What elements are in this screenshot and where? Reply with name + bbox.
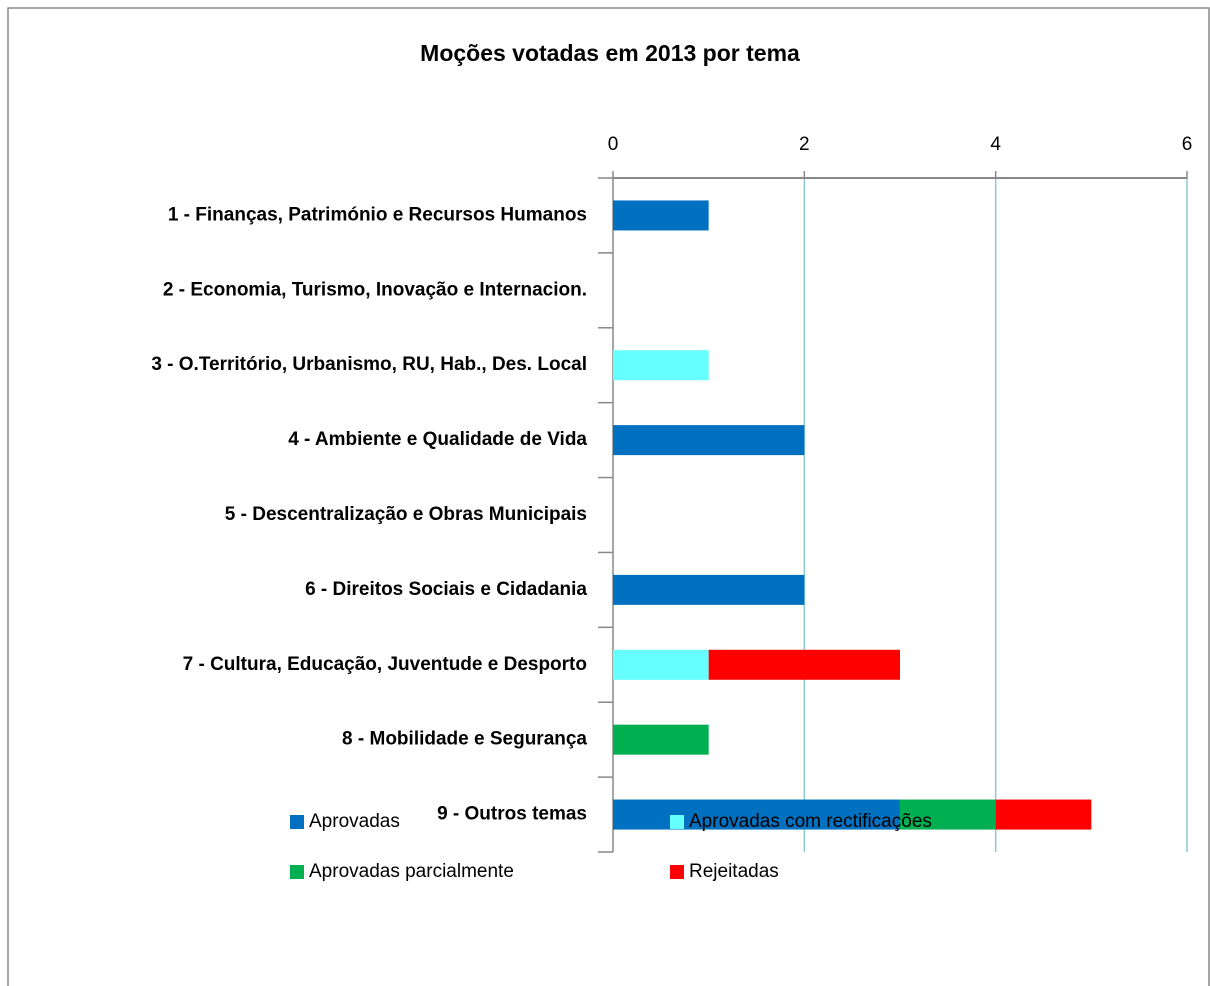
bar-segment (613, 649, 709, 680)
x-tick-label: 6 (1182, 134, 1193, 155)
bar-segment (613, 574, 805, 605)
y-tick-label: 5 - Descentralização e Obras Municipais (225, 504, 587, 525)
bar-segment (613, 799, 900, 830)
bar-segment (613, 200, 709, 231)
bar-segment (900, 799, 996, 830)
legend-swatch (290, 865, 304, 879)
y-tick-label: 4 - Ambiente e Qualidade de Vida (288, 429, 587, 450)
y-tick-label: 7 - Cultura, Educação, Juventude e Despo… (183, 654, 587, 675)
x-tick-label: 2 (799, 134, 810, 155)
y-tick-label: 1 - Finanças, Património e Recursos Huma… (168, 204, 587, 225)
legend-swatch (670, 865, 684, 879)
bar-segment (708, 649, 900, 680)
y-tick-label: 2 - Economia, Turismo, Inovação e Intern… (163, 279, 587, 300)
legend-swatch (670, 815, 684, 829)
x-tick-label: 4 (990, 134, 1001, 155)
legend-label: Rejeitadas (689, 861, 779, 882)
bar-segment (995, 799, 1092, 830)
y-tick-label: 6 - Direitos Sociais e Cidadania (305, 579, 587, 600)
bar-segment (613, 724, 709, 755)
y-tick-label: 8 - Mobilidade e Segurança (342, 729, 587, 750)
legend-label: Aprovadas com rectificações (689, 811, 932, 832)
legend-label: Aprovadas (309, 811, 400, 832)
bar-segment (613, 425, 805, 456)
y-tick-label: 9 - Outros temas (437, 804, 587, 825)
legend-swatch (290, 815, 304, 829)
x-tick-label: 0 (608, 134, 619, 155)
chart-title: Moções votadas em 2013 por tema (420, 40, 800, 66)
legend-label: Aprovadas parcialmente (309, 861, 514, 882)
bar-segment (613, 350, 709, 381)
y-tick-label: 3 - O.Território, Urbanismo, RU, Hab., D… (151, 354, 587, 375)
